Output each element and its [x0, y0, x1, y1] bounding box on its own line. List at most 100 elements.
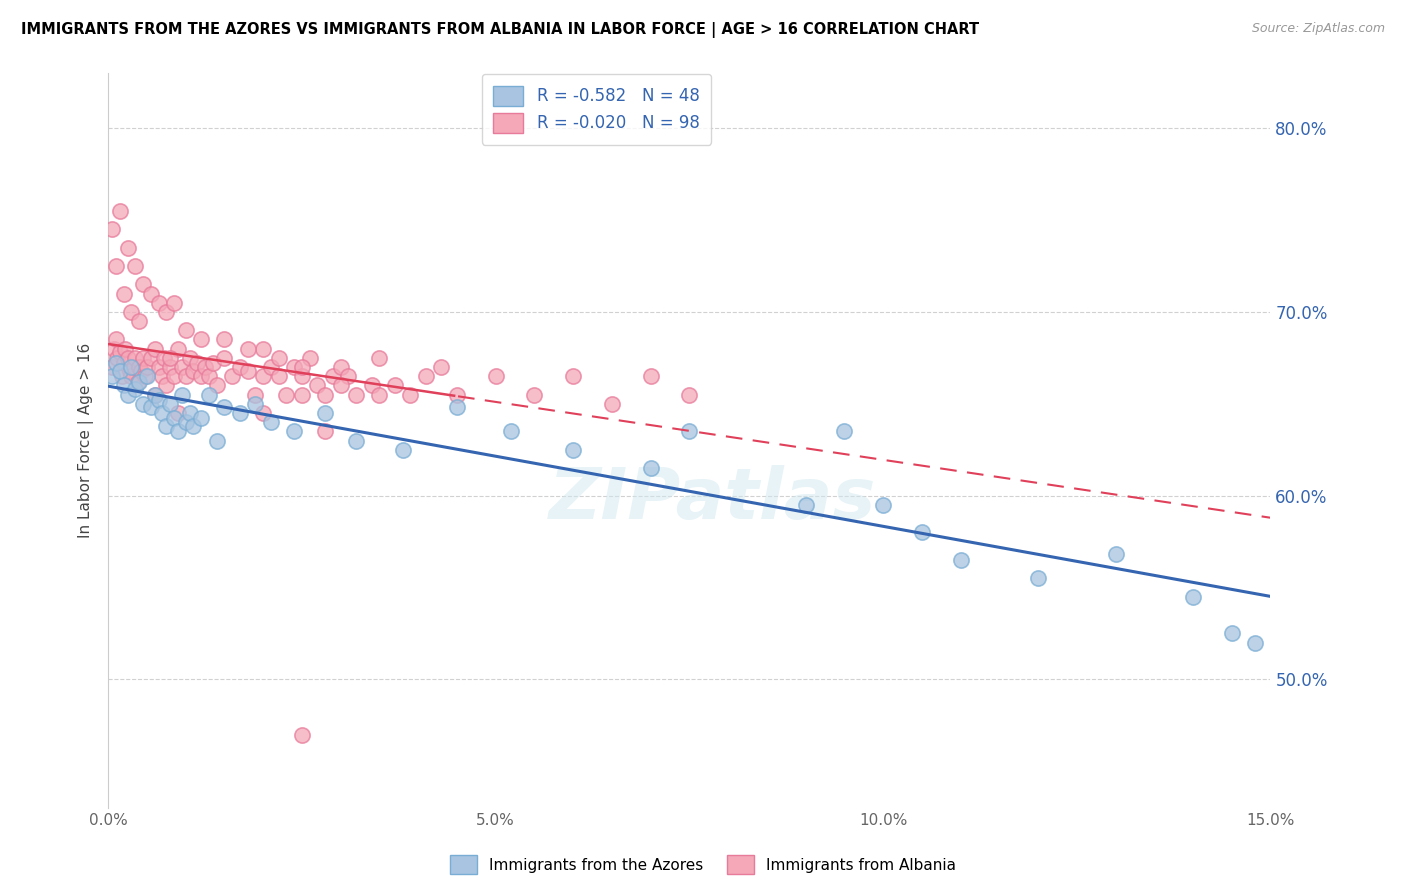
- Point: [430, 359, 453, 374]
- Point: [344, 387, 367, 401]
- Point: [120, 359, 142, 374]
- Point: [229, 359, 252, 374]
- Point: [148, 393, 170, 408]
- Point: [562, 442, 585, 457]
- Point: [1244, 635, 1267, 649]
- Point: [101, 369, 124, 384]
- Point: [523, 387, 546, 401]
- Point: [139, 351, 162, 365]
- Point: [214, 401, 236, 415]
- Point: [446, 387, 468, 401]
- Point: [143, 387, 166, 401]
- Point: [252, 406, 274, 420]
- Point: [143, 387, 166, 401]
- Point: [291, 369, 314, 384]
- Point: [205, 378, 228, 392]
- Point: [152, 406, 174, 420]
- Point: [794, 498, 817, 512]
- Point: [163, 295, 186, 310]
- Point: [484, 369, 506, 384]
- Point: [118, 364, 141, 378]
- Point: [260, 415, 283, 429]
- Point: [501, 425, 523, 439]
- Point: [368, 387, 391, 401]
- Point: [291, 387, 314, 401]
- Point: [194, 359, 217, 374]
- Point: [124, 259, 146, 273]
- Point: [148, 295, 170, 310]
- Point: [186, 356, 208, 370]
- Point: [114, 342, 136, 356]
- Legend: R = -0.582   N = 48, R = -0.020   N = 98: R = -0.582 N = 48, R = -0.020 N = 98: [482, 74, 711, 145]
- Point: [384, 378, 406, 392]
- Point: [155, 305, 177, 319]
- Point: [640, 369, 662, 384]
- Text: IMMIGRANTS FROM THE AZORES VS IMMIGRANTS FROM ALBANIA IN LABOR FORCE | AGE > 16 : IMMIGRANTS FROM THE AZORES VS IMMIGRANTS…: [21, 22, 979, 38]
- Point: [198, 369, 221, 384]
- Point: [291, 728, 314, 742]
- Point: [190, 369, 212, 384]
- Point: [132, 397, 155, 411]
- Point: [600, 397, 623, 411]
- Point: [159, 351, 181, 365]
- Point: [872, 498, 894, 512]
- Point: [128, 314, 150, 328]
- Point: [236, 342, 259, 356]
- Point: [949, 553, 972, 567]
- Text: Source: ZipAtlas.com: Source: ZipAtlas.com: [1251, 22, 1385, 36]
- Point: [179, 406, 201, 420]
- Y-axis label: In Labor Force | Age > 16: In Labor Force | Age > 16: [79, 343, 94, 538]
- Point: [170, 359, 193, 374]
- Point: [170, 387, 193, 401]
- Point: [415, 369, 437, 384]
- Point: [314, 406, 336, 420]
- Legend: Immigrants from the Azores, Immigrants from Albania: Immigrants from the Azores, Immigrants f…: [443, 849, 963, 880]
- Point: [104, 259, 127, 273]
- Point: [236, 364, 259, 378]
- Point: [159, 397, 181, 411]
- Point: [201, 356, 224, 370]
- Point: [120, 305, 142, 319]
- Point: [163, 411, 186, 425]
- Point: [108, 364, 131, 378]
- Point: [183, 364, 205, 378]
- Point: [1104, 548, 1126, 562]
- Text: ZIPatlas: ZIPatlas: [548, 465, 876, 533]
- Point: [108, 345, 131, 359]
- Point: [267, 351, 290, 365]
- Point: [112, 356, 135, 370]
- Point: [291, 359, 314, 374]
- Point: [276, 387, 298, 401]
- Point: [111, 369, 134, 384]
- Point: [322, 369, 344, 384]
- Point: [117, 387, 139, 401]
- Point: [107, 351, 129, 365]
- Point: [139, 286, 162, 301]
- Point: [229, 406, 252, 420]
- Point: [104, 356, 127, 370]
- Point: [1182, 590, 1205, 604]
- Point: [190, 411, 212, 425]
- Point: [360, 378, 382, 392]
- Point: [101, 222, 124, 236]
- Point: [163, 369, 186, 384]
- Point: [911, 525, 934, 540]
- Point: [245, 387, 267, 401]
- Point: [678, 425, 700, 439]
- Point: [124, 382, 146, 396]
- Point: [134, 369, 156, 384]
- Point: [214, 333, 236, 347]
- Point: [117, 351, 139, 365]
- Point: [127, 375, 149, 389]
- Point: [283, 359, 305, 374]
- Point: [214, 351, 236, 365]
- Point: [167, 425, 190, 439]
- Point: [283, 425, 305, 439]
- Point: [314, 425, 336, 439]
- Point: [101, 359, 124, 374]
- Point: [205, 434, 228, 448]
- Point: [139, 401, 162, 415]
- Point: [128, 375, 150, 389]
- Point: [344, 434, 367, 448]
- Point: [221, 369, 243, 384]
